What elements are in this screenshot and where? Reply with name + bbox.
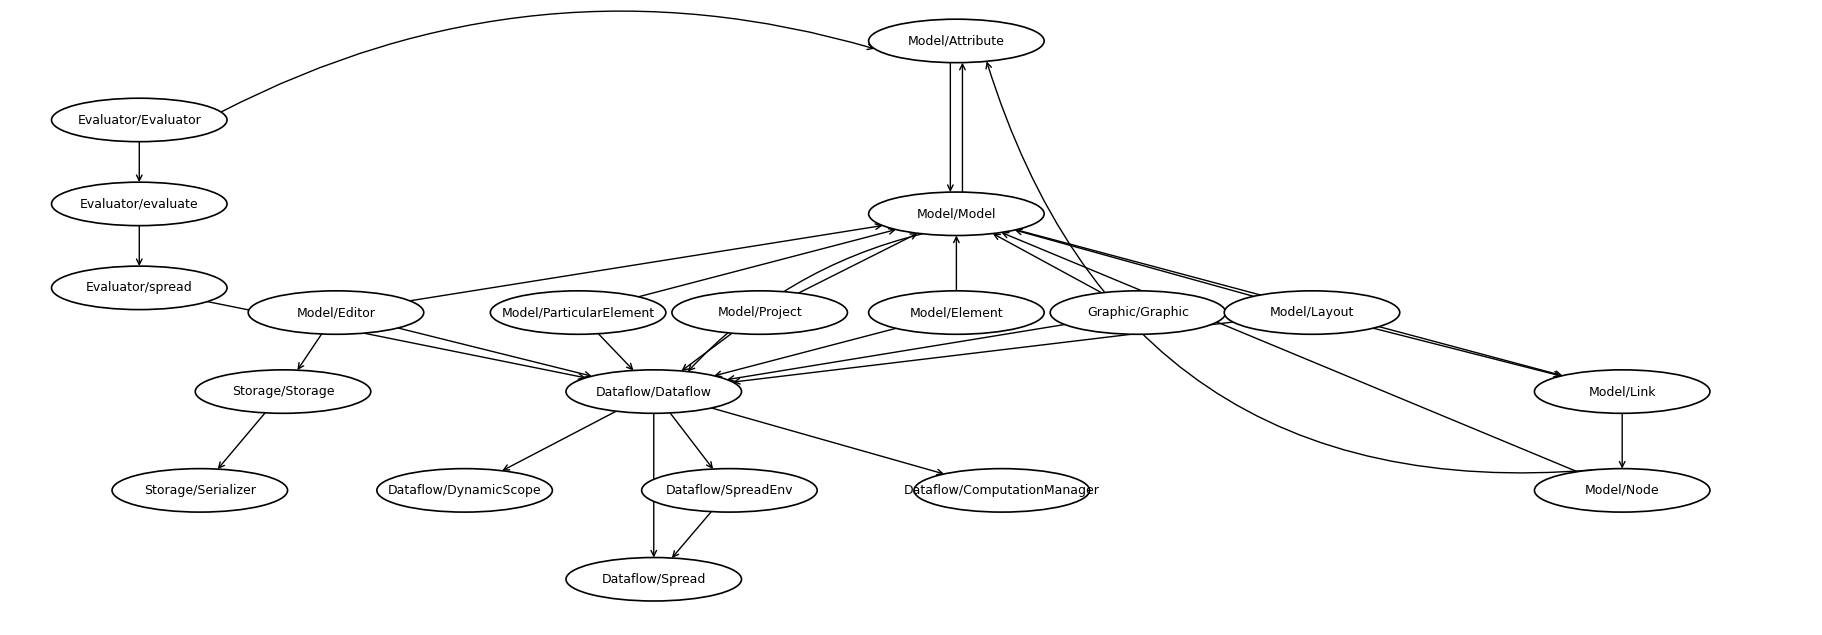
Text: Evaluator/evaluate: Evaluator/evaluate [80, 197, 199, 210]
Text: Model/Attribute: Model/Attribute [907, 34, 1006, 48]
Ellipse shape [490, 291, 665, 334]
Ellipse shape [869, 19, 1044, 63]
Text: Storage/Storage: Storage/Storage [231, 385, 333, 398]
Text: Model/Node: Model/Node [1585, 484, 1660, 497]
Text: Evaluator/Evaluator: Evaluator/Evaluator [77, 114, 200, 126]
Text: Evaluator/spread: Evaluator/spread [86, 281, 193, 295]
Text: Dataflow/SpreadEnv: Dataflow/SpreadEnv [665, 484, 793, 497]
Ellipse shape [1534, 469, 1711, 512]
Ellipse shape [567, 370, 742, 413]
Text: Model/ParticularElement: Model/ParticularElement [501, 306, 654, 319]
Ellipse shape [1049, 291, 1226, 334]
Ellipse shape [377, 469, 552, 512]
Ellipse shape [869, 291, 1044, 334]
Ellipse shape [51, 98, 228, 142]
Text: Dataflow/Spread: Dataflow/Spread [601, 573, 705, 585]
Text: Storage/Serializer: Storage/Serializer [144, 484, 255, 497]
Text: Model/Editor: Model/Editor [297, 306, 375, 319]
Text: Dataflow/DynamicScope: Dataflow/DynamicScope [388, 484, 541, 497]
Ellipse shape [1534, 370, 1711, 413]
Ellipse shape [51, 182, 228, 225]
Text: Dataflow/ComputationManager: Dataflow/ComputationManager [904, 484, 1100, 497]
Ellipse shape [915, 469, 1090, 512]
Text: Model/Link: Model/Link [1589, 385, 1656, 398]
Ellipse shape [567, 558, 742, 601]
Text: Model/Model: Model/Model [916, 207, 997, 220]
Ellipse shape [641, 469, 818, 512]
Ellipse shape [1224, 291, 1399, 334]
Text: Graphic/Graphic: Graphic/Graphic [1088, 306, 1190, 319]
Ellipse shape [248, 291, 425, 334]
Ellipse shape [51, 266, 228, 310]
Ellipse shape [111, 469, 288, 512]
Text: Model/Element: Model/Element [909, 306, 1004, 319]
Ellipse shape [195, 370, 372, 413]
Ellipse shape [672, 291, 847, 334]
Text: Model/Layout: Model/Layout [1270, 306, 1354, 319]
Ellipse shape [869, 192, 1044, 236]
Text: Model/Project: Model/Project [718, 306, 802, 319]
Text: Dataflow/Dataflow: Dataflow/Dataflow [596, 385, 712, 398]
